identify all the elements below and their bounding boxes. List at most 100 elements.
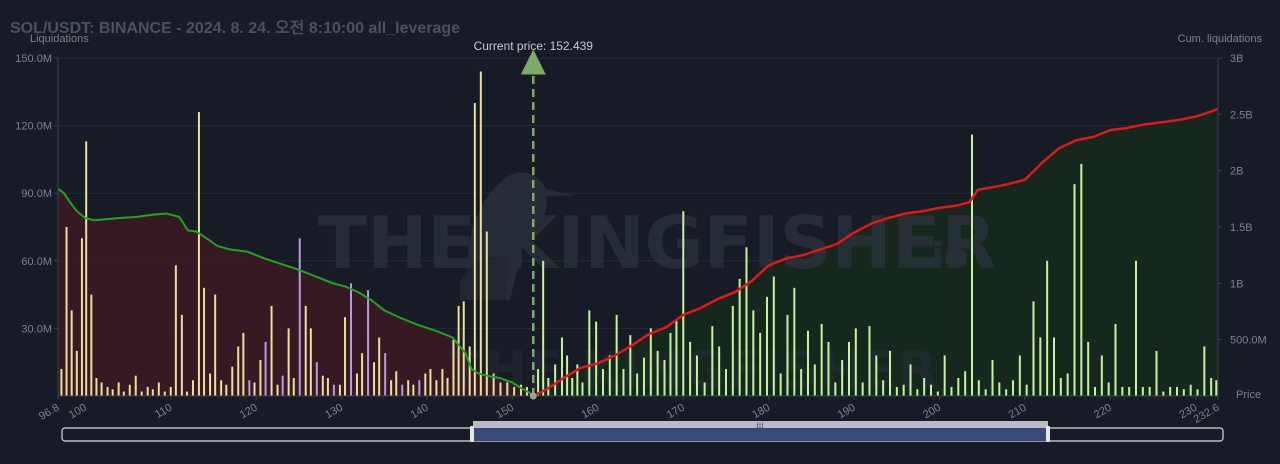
- long-liquidation-bar: [264, 341, 267, 396]
- short-liquidation-bar: [595, 321, 598, 396]
- y-tick-label: 150.0M: [15, 53, 52, 65]
- long-liquidation-bar: [435, 380, 438, 396]
- short-liquidation-bar: [827, 341, 830, 396]
- x-tick-label: 210: [1007, 402, 1029, 422]
- long-liquidation-bar: [270, 305, 273, 396]
- short-liquidation-bar: [695, 355, 698, 396]
- short-liquidation-bar: [576, 364, 579, 396]
- long-liquidation-bar: [424, 373, 427, 396]
- short-liquidation-bar: [929, 384, 932, 396]
- long-liquidation-bar: [441, 368, 444, 396]
- short-cumulative-line: [532, 107, 1219, 398]
- long-liquidation-bar: [60, 368, 63, 396]
- long-liquidation-bar: [117, 382, 120, 396]
- long-liquidation-bar: [151, 389, 154, 396]
- long-liquidation-bar: [446, 377, 449, 396]
- short-liquidation-bar: [1080, 163, 1083, 396]
- x-tick-label: 110: [153, 402, 174, 421]
- range-selection[interactable]: [473, 428, 1048, 441]
- short-liquidation-bar: [642, 357, 645, 396]
- short-liquidation-bar: [649, 328, 652, 396]
- short-liquidation-bar: [998, 382, 1001, 396]
- long-liquidation-bar: [344, 317, 347, 396]
- long-liquidation-bar: [473, 103, 476, 397]
- range-handle-left[interactable]: [470, 426, 474, 442]
- x-axis-label: Price: [1236, 389, 1261, 401]
- long-liquidation-bar: [259, 359, 262, 396]
- long-liquidation-bar: [457, 305, 460, 396]
- short-liquidation-bar: [601, 368, 604, 396]
- short-liquidation-bar: [542, 260, 545, 396]
- short-liquidation-bar: [1025, 384, 1028, 396]
- short-liquidation-bar: [682, 211, 685, 396]
- x-tick-label: 160: [579, 402, 601, 422]
- short-liquidation-bar: [970, 134, 973, 396]
- short-liquidation-bar: [711, 326, 714, 396]
- short-liquidation-bar: [936, 391, 939, 396]
- range-handle-right[interactable]: [1046, 426, 1050, 442]
- long-liquidation-bar: [134, 375, 137, 396]
- long-liquidation-bar: [276, 384, 279, 396]
- x-tick-label: 100: [67, 402, 89, 422]
- short-liquidation-bar: [991, 359, 994, 396]
- long-liquidation-bar: [506, 382, 509, 396]
- short-liquidation-bar: [1189, 384, 1192, 396]
- long-liquidation-bar: [209, 373, 212, 396]
- short-liquidation-bar: [977, 380, 980, 396]
- long-liquidation-bar: [418, 380, 421, 396]
- long-liquidation-bar: [492, 373, 495, 396]
- short-liquidation-bar: [800, 368, 803, 396]
- long-liquidation-bar: [70, 310, 73, 396]
- range-slider[interactable]: ⁞⁞⁞: [61, 421, 1224, 442]
- short-liquidation-bar: [1148, 386, 1151, 396]
- short-liquidation-bar: [1215, 380, 1218, 396]
- long-liquidation-bar: [395, 371, 398, 396]
- short-liquidation-bar: [1196, 389, 1199, 396]
- short-liquidation-bar: [1005, 389, 1008, 396]
- long-liquidation-bar: [321, 375, 324, 396]
- chart-title: SOL/USDT: BINANCE - 2024. 8. 24. 오전 8:10…: [10, 20, 461, 37]
- short-liquidation-bar: [1121, 386, 1124, 396]
- short-liquidation-bar: [675, 319, 678, 396]
- long-liquidation-bar: [203, 287, 206, 396]
- long-liquidation-bar: [253, 382, 256, 396]
- short-liquidation-bar: [656, 350, 659, 396]
- short-liquidation-bar: [1052, 337, 1055, 396]
- long-liquidation-bar: [309, 328, 312, 396]
- short-liquidation-bar: [854, 328, 857, 396]
- y2-tick-label: 3B: [1230, 53, 1243, 65]
- long-liquidation-bar: [237, 346, 240, 396]
- range-selection-top-bar[interactable]: [473, 421, 1048, 428]
- long-liquidation-bar: [80, 238, 83, 396]
- long-liquidation-bar: [499, 382, 502, 396]
- short-liquidation-bar: [1134, 260, 1137, 396]
- short-liquidation-bar: [759, 332, 762, 396]
- long-liquidation-bar: [214, 294, 217, 396]
- long-liquidation-bar: [287, 328, 290, 396]
- short-liquidation-bar: [1203, 346, 1206, 396]
- short-liquidation-bar: [588, 310, 591, 396]
- drag-grip-icon[interactable]: ⁞⁞⁞: [756, 421, 764, 430]
- long-cumulative-line: [57, 187, 534, 397]
- long-liquidation-bar: [326, 377, 329, 396]
- long-liquidation-bar: [519, 384, 522, 396]
- long-liquidation-bar: [65, 227, 68, 396]
- long-liquidation-bar: [412, 384, 415, 396]
- y-tick-label: 120.0M: [15, 121, 52, 133]
- long-liquidation-bar: [315, 362, 318, 396]
- long-liquidation-bar: [220, 380, 223, 396]
- long-liquidation-bar: [462, 301, 465, 396]
- short-liquidation-bar: [718, 346, 721, 396]
- long-liquidation-bar: [248, 380, 251, 396]
- x-tick-label: 220: [1092, 402, 1114, 422]
- y-tick-label: 90.0M: [21, 188, 52, 200]
- long-liquidation-bar: [298, 238, 301, 396]
- short-liquidation-bar: [703, 382, 706, 396]
- current-price-marker: Current price: 152.439: [474, 39, 593, 400]
- long-liquidation-bar: [332, 384, 335, 396]
- x-tick-label: 140: [409, 402, 431, 422]
- x-tick-label: 120: [238, 402, 260, 422]
- long-liquidation-bar: [384, 353, 387, 396]
- long-liquidation-bar: [349, 283, 352, 396]
- x-tick-label: 200: [921, 402, 943, 422]
